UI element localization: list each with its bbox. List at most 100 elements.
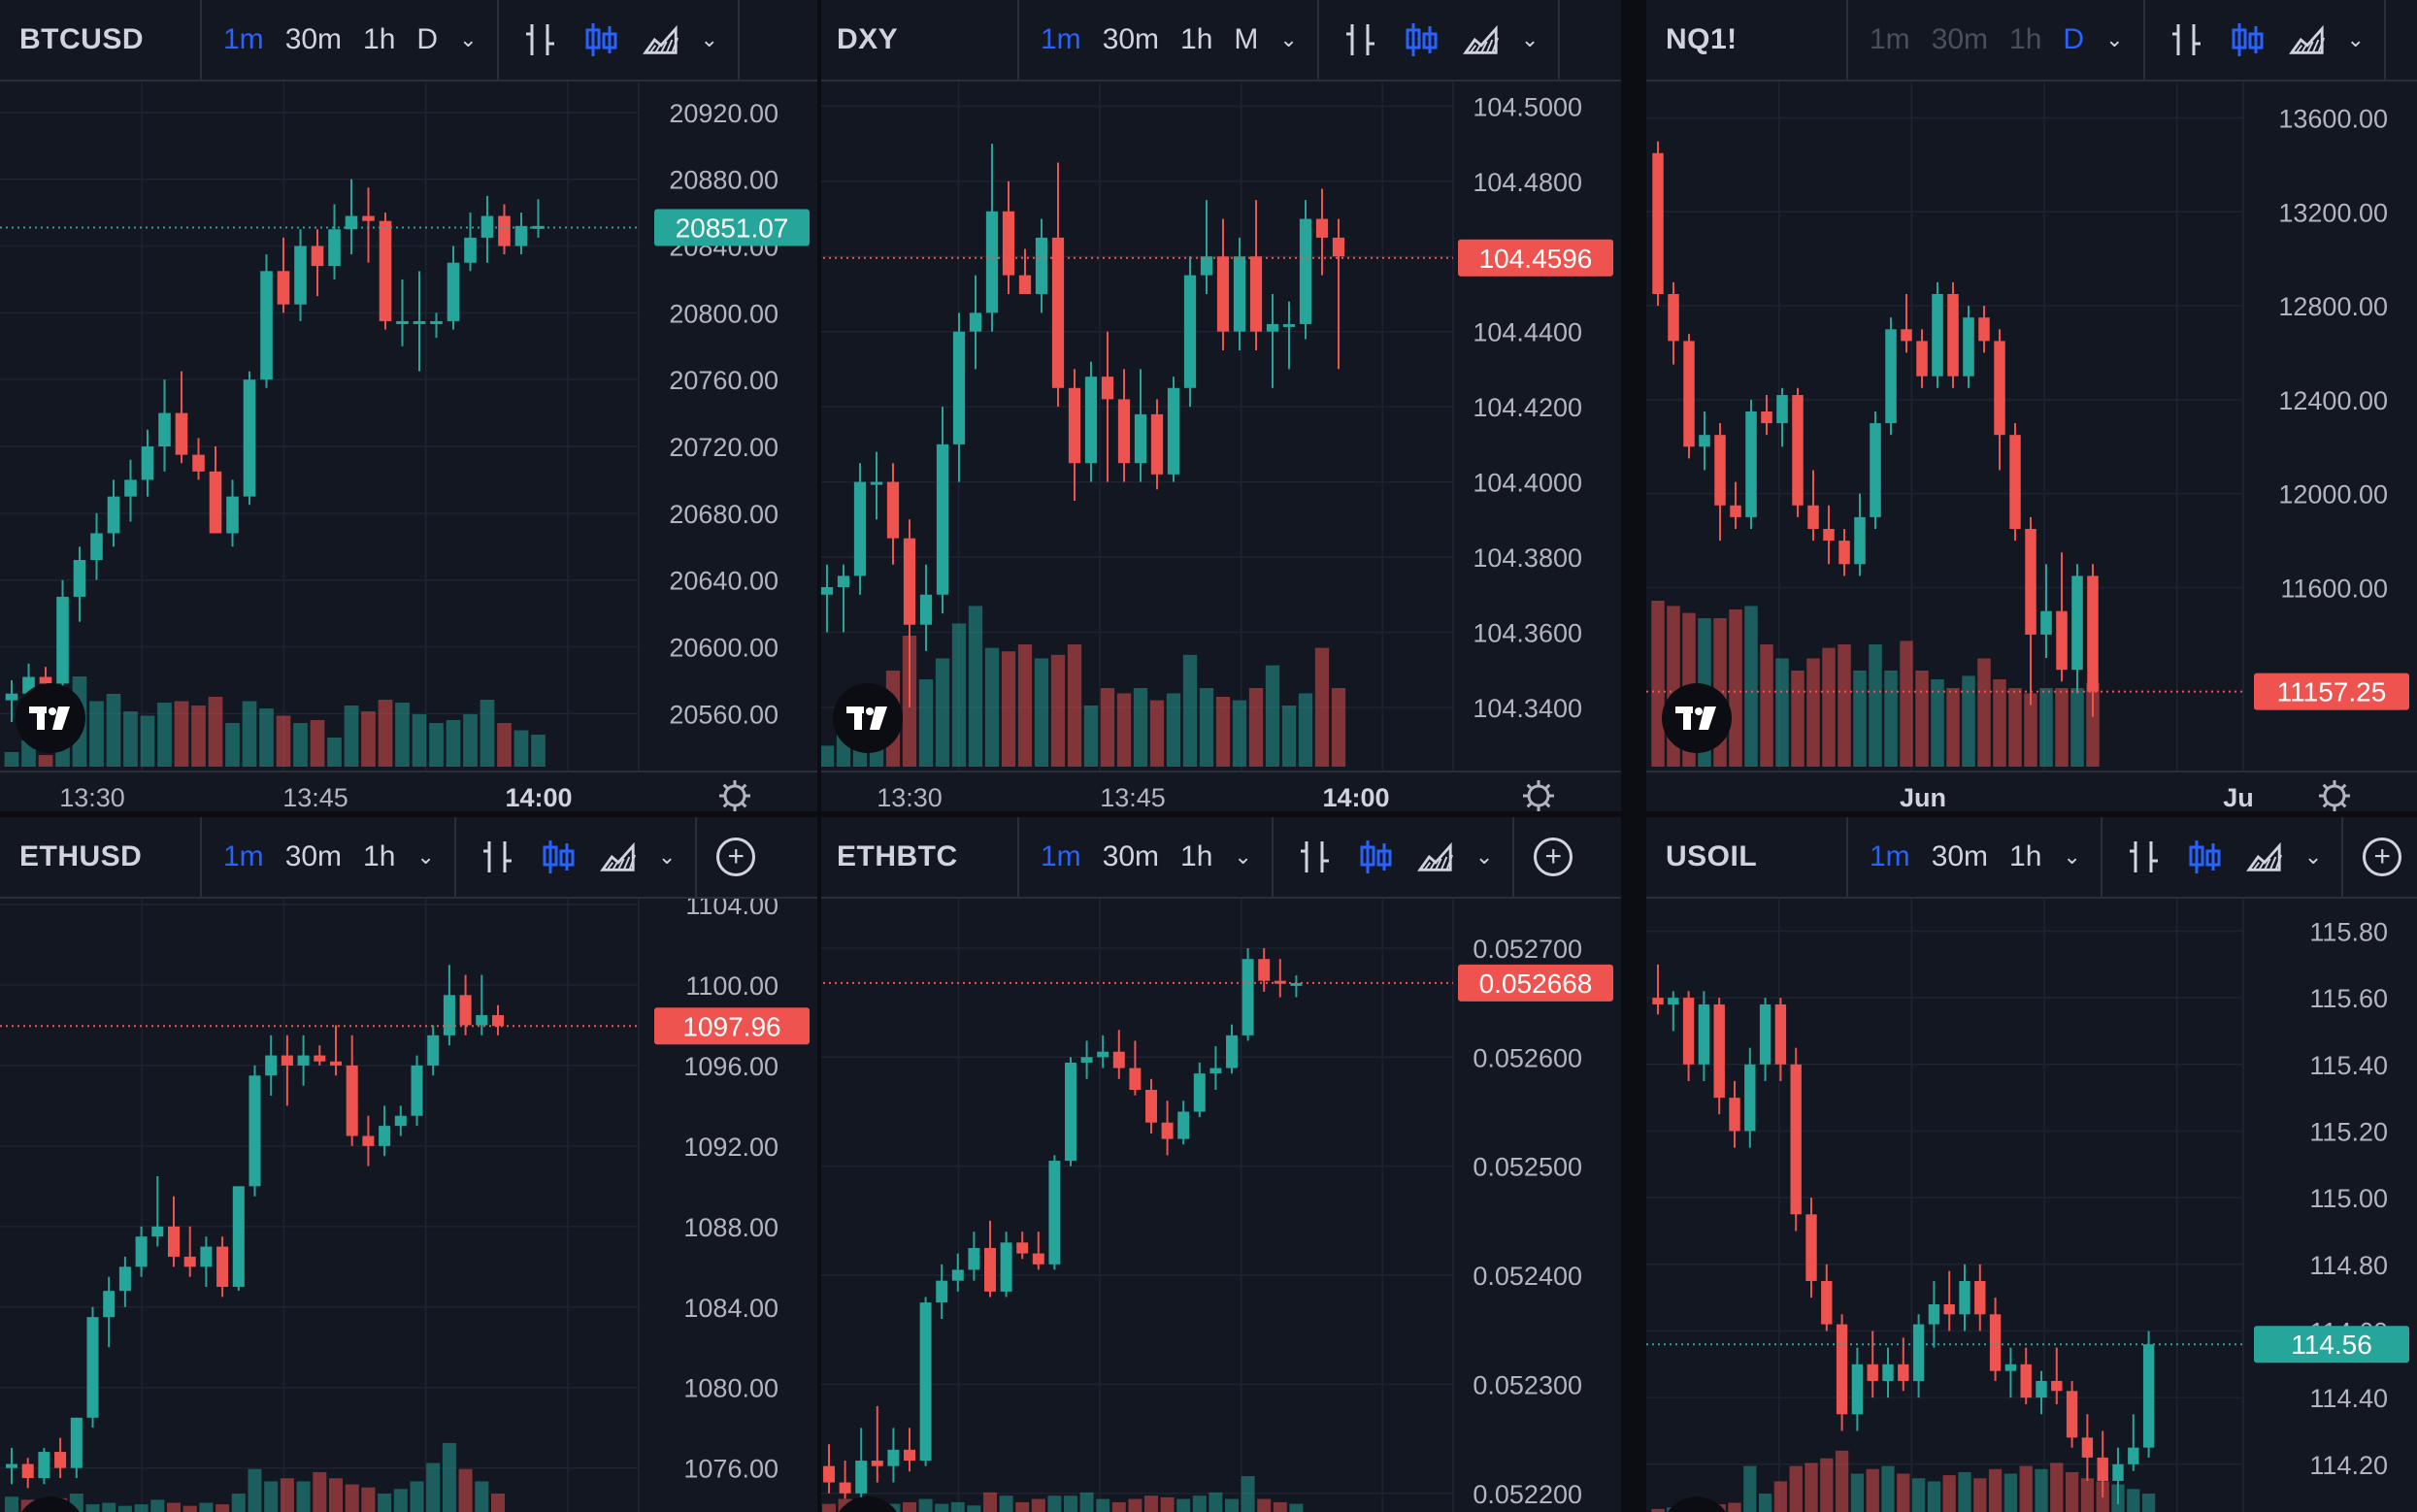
candle-body[interactable] [1947, 293, 1959, 377]
candle-body[interactable] [1854, 516, 1866, 565]
timeframe-30m[interactable]: 30m [1102, 23, 1160, 55]
bar-chart-type-icon[interactable] [1342, 20, 1379, 59]
candle-body[interactable] [243, 379, 256, 497]
candle-body[interactable] [1989, 1314, 2002, 1371]
candle-body[interactable] [1792, 395, 1804, 506]
candle-body[interactable] [903, 538, 916, 625]
symbol-name[interactable]: ETHUSD [0, 817, 202, 897]
candle-body[interactable] [1112, 1051, 1125, 1068]
bar-chart-type-icon[interactable] [522, 20, 559, 59]
candle-body[interactable] [1266, 323, 1279, 332]
candle-body[interactable] [379, 220, 392, 321]
area-chart-type-icon[interactable] [599, 838, 637, 876]
candle-body[interactable] [427, 1035, 440, 1066]
candle-body[interactable] [2004, 1364, 2017, 1371]
candle-body[interactable] [232, 1186, 245, 1288]
price-chart[interactable]: 13600.00 13200.00 12800.00 12400.00 12000.00… [1646, 0, 2417, 817]
timeframe-1h[interactable]: 1h [2009, 23, 2042, 55]
candle-body[interactable] [362, 1135, 375, 1146]
candle-body[interactable] [1068, 387, 1081, 464]
candle-body[interactable] [1226, 1035, 1238, 1068]
candle-body[interactable] [443, 995, 455, 1035]
timeframe-1h[interactable]: 1h [1180, 23, 1213, 55]
settings-gear-icon[interactable] [719, 780, 750, 811]
candle-body[interactable] [1167, 387, 1180, 475]
candle-body[interactable] [1823, 528, 1835, 542]
chart-type-chevron-down-icon[interactable]: ⌄ [700, 27, 718, 51]
timeframe-1m[interactable]: 1m [223, 23, 264, 55]
candle-body[interactable] [1963, 317, 1974, 377]
candle-body[interactable] [1101, 377, 1114, 400]
candle-body[interactable] [464, 237, 477, 263]
candle-body[interactable] [1959, 1280, 1970, 1315]
bar-chart-type-icon[interactable] [1297, 838, 1334, 876]
timeframe-1h[interactable]: 1h [1180, 840, 1213, 872]
candle-body[interactable] [1065, 1062, 1076, 1162]
candle-body[interactable] [2142, 1344, 2155, 1448]
add-indicator-plus-icon[interactable]: + [2363, 838, 2402, 876]
candle-body[interactable] [2020, 1364, 2032, 1398]
candle-body[interactable] [1916, 341, 1928, 377]
candle-body[interactable] [158, 412, 171, 447]
candle-body[interactable] [480, 215, 494, 238]
chart-type-chevron-down-icon[interactable]: ⌄ [1474, 844, 1494, 869]
candle-body[interactable] [1974, 1280, 1986, 1315]
candle-body[interactable] [183, 1256, 196, 1267]
area-chart-type-icon[interactable] [2245, 838, 2283, 876]
candle-body[interactable] [1249, 256, 1263, 332]
candle-body[interactable] [870, 481, 883, 485]
candle-body[interactable] [70, 1417, 83, 1468]
candlestick-chart-type-icon[interactable] [1403, 20, 1440, 59]
candle-body[interactable] [1805, 1214, 1817, 1281]
candle-body[interactable] [1759, 1004, 1771, 1065]
candle-body[interactable] [200, 1246, 213, 1267]
timeframe-m[interactable]: M [1234, 23, 1259, 55]
pane-divider[interactable] [817, 0, 821, 1512]
candle-body[interactable] [1790, 1064, 1802, 1215]
candle-body[interactable] [1002, 211, 1015, 276]
candle-body[interactable] [476, 1015, 488, 1026]
candle-body[interactable] [1729, 1098, 1740, 1132]
candle-body[interactable] [1150, 413, 1164, 475]
candle-body[interactable] [1699, 435, 1710, 447]
candle-body[interactable] [1274, 980, 1286, 984]
candle-body[interactable] [103, 1291, 116, 1318]
candle-body[interactable] [1161, 1122, 1174, 1139]
chart-pane-nq1[interactable]: 13600.00 13200.00 12800.00 12400.00 12000.00… [1646, 0, 2417, 817]
candle-body[interactable] [362, 215, 375, 221]
candle-body[interactable] [853, 481, 867, 576]
chart-type-chevron-down-icon[interactable]: ⌄ [1520, 27, 1540, 51]
candle-body[interactable] [345, 215, 358, 230]
candle-body[interactable] [411, 1065, 423, 1116]
candle-body[interactable] [2040, 610, 2052, 635]
pane-divider[interactable] [1621, 0, 1646, 1512]
candle-body[interactable] [396, 320, 409, 324]
candle-body[interactable] [1901, 329, 1912, 342]
candle-body[interactable] [1652, 152, 1664, 294]
candle-body[interactable] [1290, 982, 1303, 986]
candle-body[interactable] [175, 412, 188, 455]
price-chart[interactable]: 1104.001100.001096.001092.001088.001084.… [0, 817, 817, 1512]
symbol-name[interactable]: NQ1! [1646, 0, 1848, 80]
candle-body[interactable] [265, 1055, 278, 1076]
candle-body[interactable] [1821, 1280, 1833, 1325]
candle-body[interactable] [1315, 218, 1329, 238]
candle-body[interactable] [1761, 411, 1772, 424]
candle-body[interactable] [1870, 423, 1881, 517]
candle-body[interactable] [1193, 1073, 1206, 1112]
candle-body[interactable] [1084, 377, 1098, 464]
candle-body[interactable] [1932, 293, 1943, 377]
price-chart[interactable]: 115.80 115.60 115.40 115.20 115.00 114.80 114.… [1646, 817, 2417, 1512]
candlestick-chart-type-icon[interactable] [2229, 20, 2266, 59]
candle-body[interactable] [985, 211, 999, 313]
candle-body[interactable] [1882, 1364, 1894, 1381]
candle-body[interactable] [2087, 575, 2099, 692]
candle-body[interactable] [1652, 998, 1664, 1004]
candle-body[interactable] [294, 246, 307, 305]
chart-pane-usoil[interactable]: 115.80 115.60 115.40 115.20 115.00 114.80 114.… [1646, 817, 2417, 1512]
candle-body[interactable] [1145, 1090, 1157, 1123]
chart-type-chevron-down-icon[interactable]: ⌄ [657, 844, 677, 869]
candle-body[interactable] [248, 1075, 261, 1187]
timeframe-d[interactable]: D [2063, 23, 2085, 55]
candle-body[interactable] [73, 560, 86, 597]
